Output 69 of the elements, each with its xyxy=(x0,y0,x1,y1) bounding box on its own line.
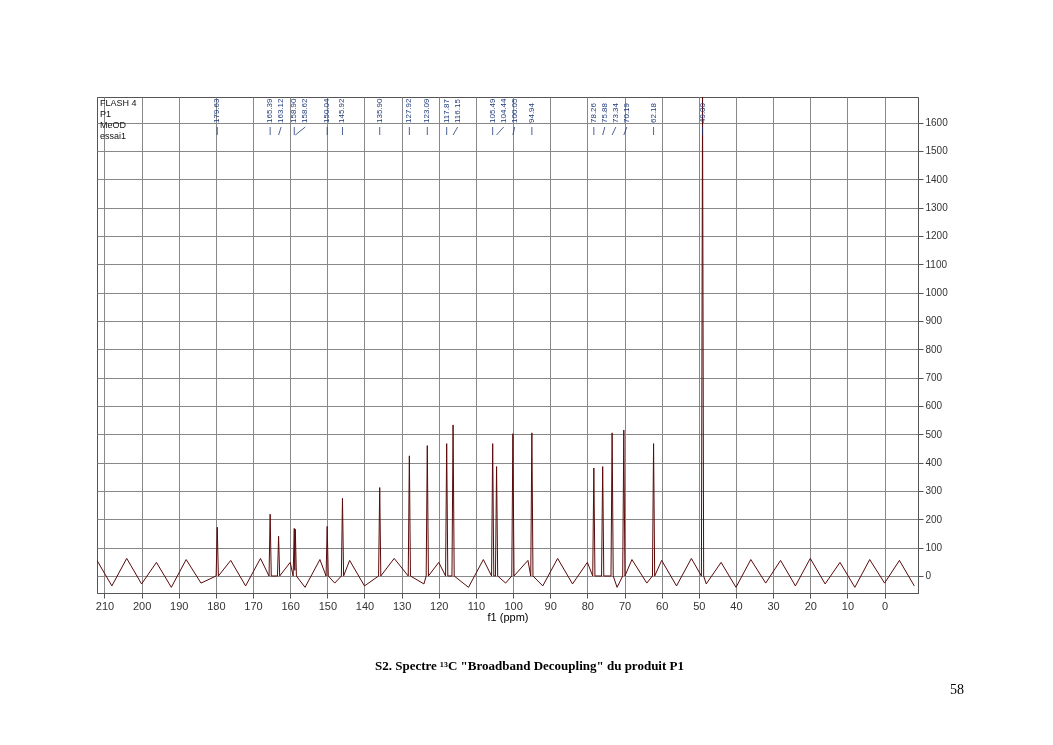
annotation: 145.92 xyxy=(337,97,347,123)
x-tick-label: 10 xyxy=(841,599,855,612)
x-tick-label: 170 xyxy=(244,599,263,612)
x-tick-label: 20 xyxy=(804,599,817,612)
annotation: 78.26 xyxy=(588,102,598,123)
annotation: 116.15 xyxy=(452,98,462,123)
x-tick-label: 90 xyxy=(544,599,557,612)
x-tick-label: 120 xyxy=(430,599,449,612)
y-tick-label: 700 xyxy=(925,372,943,384)
text: 58 xyxy=(950,682,964,698)
text: S2. Spectre ¹³C "Broadband Decoupling" du produit P1 xyxy=(374,658,685,673)
annotation: 75.88 xyxy=(599,102,609,123)
x-tick-label: 110 xyxy=(467,599,486,612)
annotation: 105.49 xyxy=(487,97,497,123)
annotation: 135.90 xyxy=(374,97,384,123)
x-tick-label: 50 xyxy=(693,599,706,612)
y-tick-label: 300 xyxy=(925,485,943,497)
x-tick-label: 210 xyxy=(95,599,115,612)
annotation: 158.90 xyxy=(289,97,299,123)
x-tick-label: 160 xyxy=(281,599,300,612)
x-tick-label: 150 xyxy=(318,599,338,612)
x-tick-label: 70 xyxy=(618,599,632,612)
y-tick-label: 1000 xyxy=(925,287,949,299)
annotation: FLASH 4 xyxy=(100,98,137,108)
annotation: 94.94 xyxy=(526,102,536,123)
x-tick-label: 80 xyxy=(581,599,594,612)
y-tick-label: 200 xyxy=(925,513,943,525)
x-tick-label: 200 xyxy=(132,599,152,612)
annotation: 163.12 xyxy=(276,97,286,123)
y-tick-label: 100 xyxy=(925,542,943,554)
y-tick-label: 0 xyxy=(925,570,932,582)
annotation: 70.19 xyxy=(621,102,631,123)
x-tick-label: 130 xyxy=(392,599,412,612)
annotation: 150.04 xyxy=(322,97,332,123)
annotation: 158.62 xyxy=(300,97,310,123)
y-tick-label: 600 xyxy=(925,400,943,412)
annotation: 73.34 xyxy=(610,102,620,123)
annotation: 104.44 xyxy=(498,97,508,123)
line-series xyxy=(97,97,915,588)
y-tick-label: 1500 xyxy=(925,145,949,157)
y-tick-label: 500 xyxy=(925,428,943,440)
x-tick-label: 140 xyxy=(355,599,375,612)
annotation: 179.63 xyxy=(212,97,222,123)
y-tick-label: 1600 xyxy=(925,117,949,129)
annotation: essai1 xyxy=(100,131,127,141)
y-tick-label: 800 xyxy=(925,343,943,355)
annotation: 49.00 xyxy=(697,102,707,123)
x-tick-label: 180 xyxy=(207,599,226,612)
y-tick-label: 1100 xyxy=(925,258,948,270)
x-tick-label: 100 xyxy=(504,599,523,612)
x-tick-label: 60 xyxy=(656,599,669,612)
annotation: 165.39 xyxy=(265,97,275,123)
x-tick-label: 30 xyxy=(767,599,780,612)
x-axis-title: f1 (ppm) xyxy=(487,610,529,623)
y-tick-label: 1400 xyxy=(925,173,949,185)
annotation: 127.92 xyxy=(404,97,414,123)
x-tick-label: 40 xyxy=(730,599,743,612)
annotation: 100.05 xyxy=(509,97,519,123)
annotation: 62.18 xyxy=(648,102,658,123)
y-tick-label: 900 xyxy=(925,315,943,327)
x-tick-label: 0 xyxy=(882,599,889,612)
annotation: MeOD xyxy=(100,120,127,130)
x-tick-label: 190 xyxy=(170,599,189,612)
annotation: 123.09 xyxy=(422,97,432,123)
y-tick-label: 400 xyxy=(925,457,943,469)
annotation: P1 xyxy=(100,109,112,119)
y-tick-label: 1200 xyxy=(925,230,949,242)
annotation: 117.87 xyxy=(441,98,451,123)
y-tick-label: 1300 xyxy=(925,202,949,214)
